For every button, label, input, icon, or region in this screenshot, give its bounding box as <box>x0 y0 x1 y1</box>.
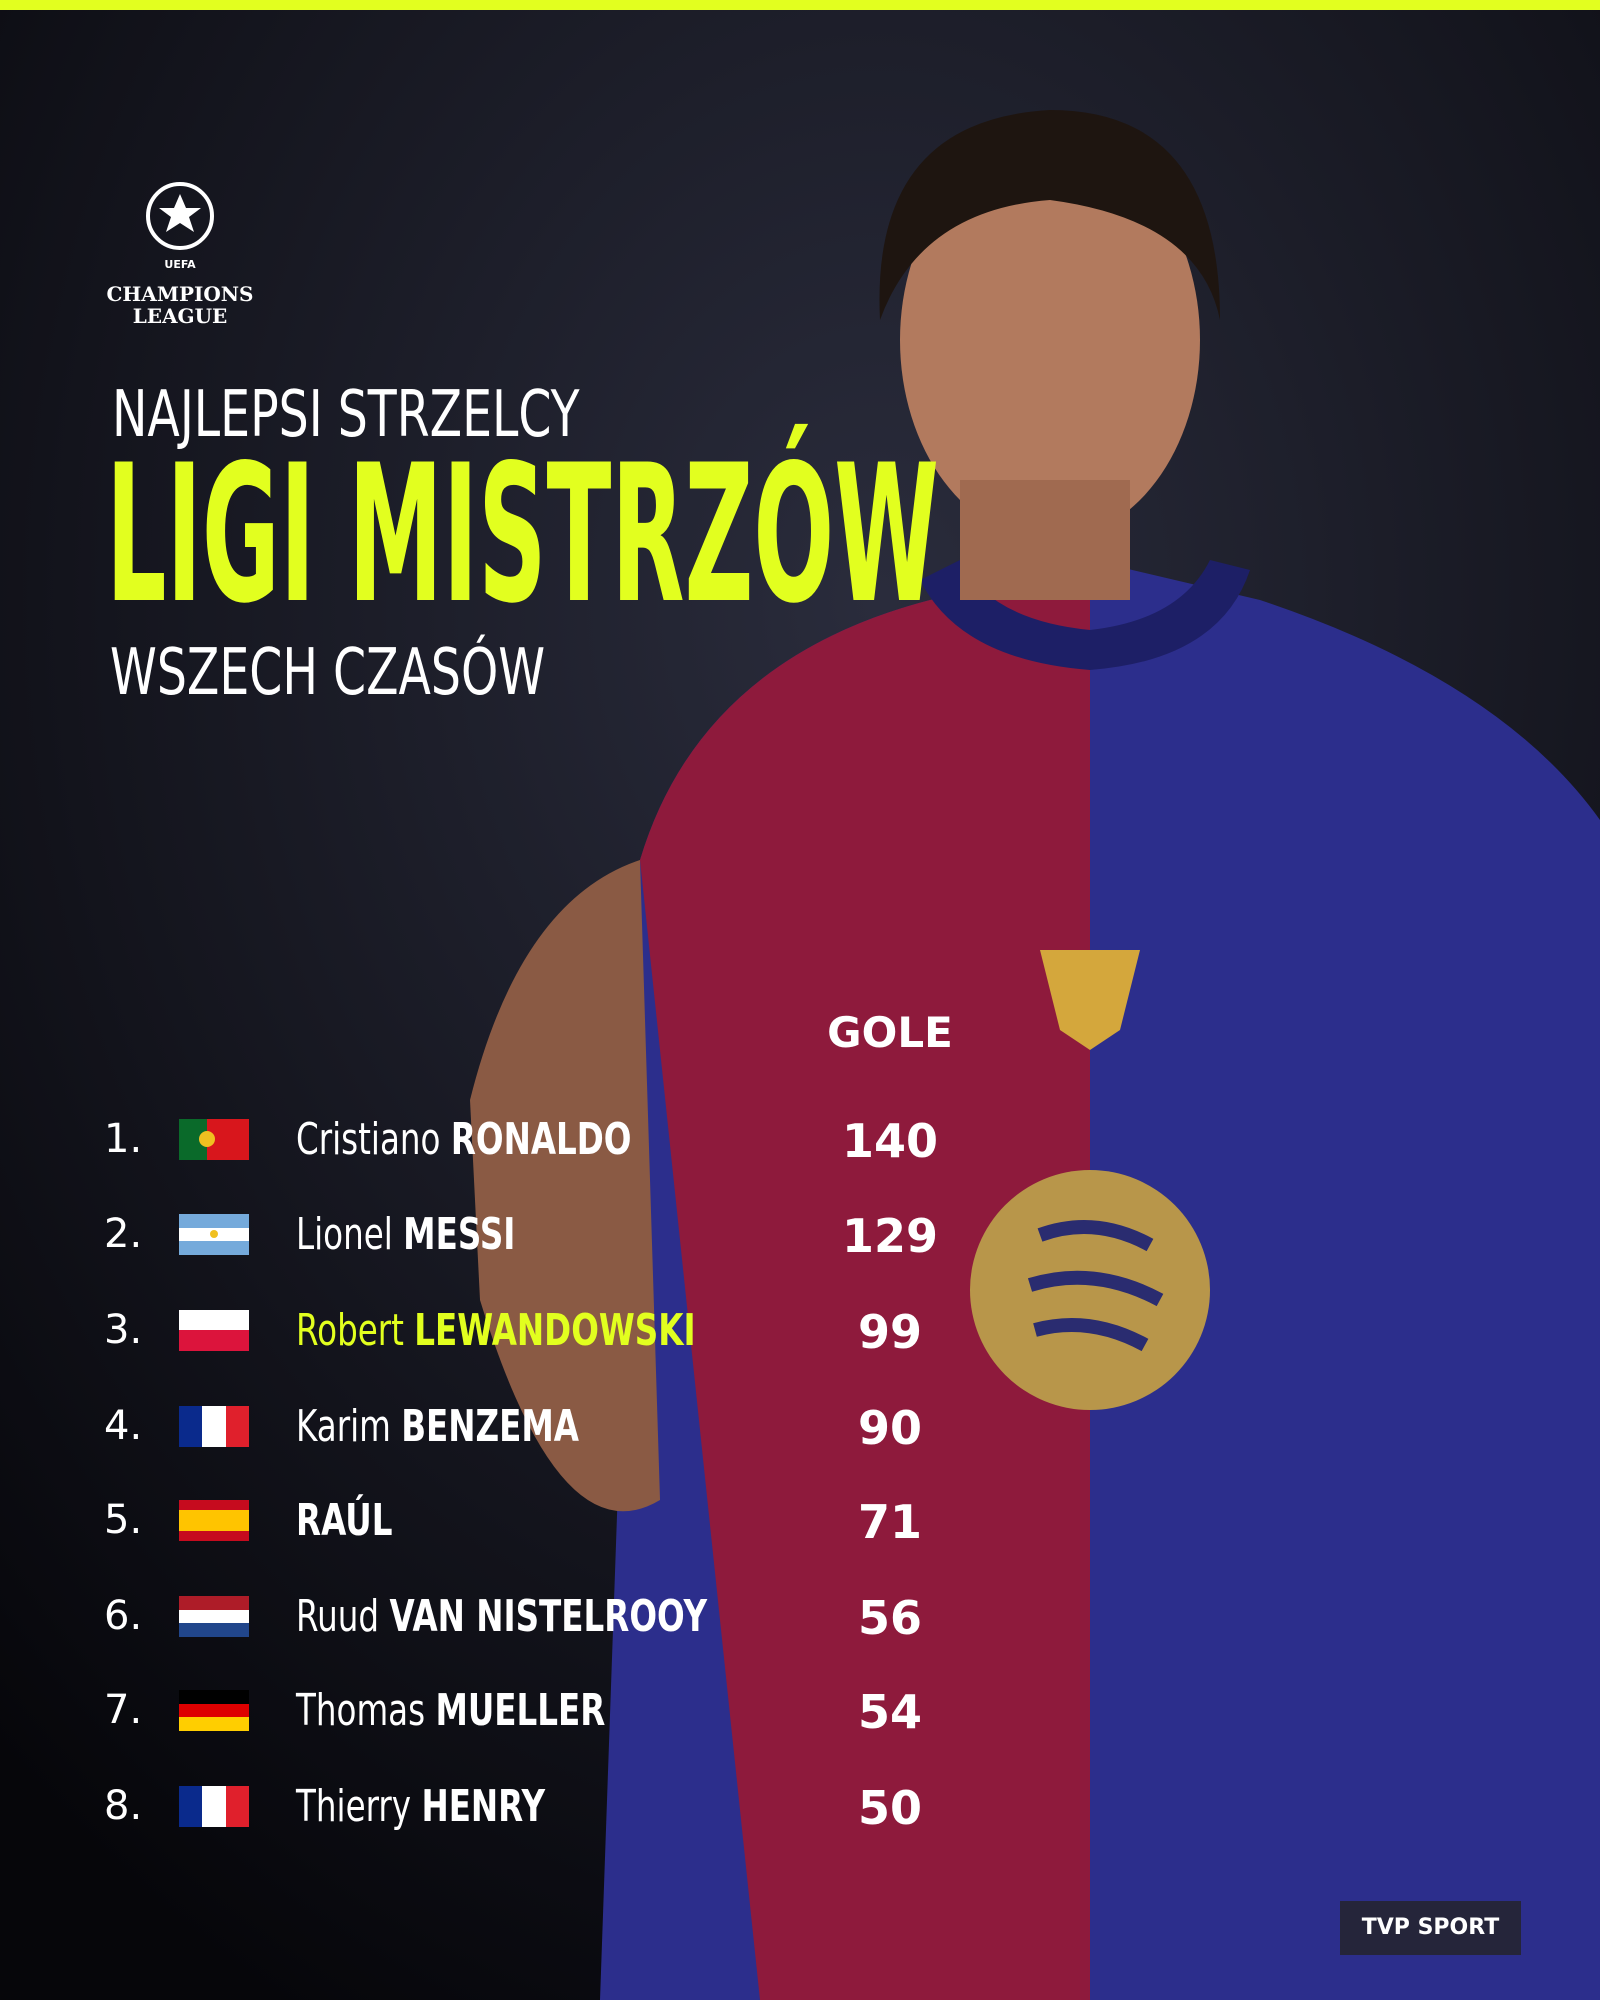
flag <box>179 1406 249 1447</box>
goals: 54 <box>857 1685 922 1739</box>
goals: 90 <box>857 1401 922 1455</box>
subtitle: WSZECH CZASÓW <box>110 636 698 710</box>
row: 8. Thierry HENRY 50 <box>0 1777 1000 1837</box>
player: Robert LEWANDOWSKI <box>296 1305 836 1356</box>
player: Karim BENZEMA <box>296 1401 678 1452</box>
first-name: Lionel <box>296 1209 393 1260</box>
first-name: Thierry <box>296 1781 412 1832</box>
column-header: GOLE <box>827 1008 953 1057</box>
flag <box>179 1119 249 1160</box>
player: Thomas MUELLER <box>296 1685 714 1736</box>
row: 6. Ruud VAN NISTELROOY 56 <box>0 1587 1000 1647</box>
row: 3. Robert LEWANDOWSKI 99 <box>0 1301 1000 1361</box>
goals: 50 <box>857 1781 922 1835</box>
player: Cristiano RONALDO <box>296 1114 749 1165</box>
first-name: Cristiano <box>296 1114 441 1165</box>
rank: 2. <box>104 1211 143 1257</box>
flag <box>179 1690 249 1731</box>
rank: 1. <box>104 1116 143 1162</box>
rank: 6. <box>104 1593 143 1639</box>
flag <box>179 1310 249 1351</box>
row: 4. Karim BENZEMA 90 <box>0 1397 1000 1457</box>
logo-line: LEAGUE <box>132 304 228 328</box>
first-name: Robert <box>296 1305 404 1356</box>
last-name: RAÚL <box>296 1495 393 1546</box>
kicker-text: NAJLEPSI STRZELCY <box>112 378 580 452</box>
rank: 8. <box>104 1783 143 1829</box>
flag <box>179 1786 249 1827</box>
logo-top: UEFA <box>164 258 196 271</box>
last-name: RONALDO <box>450 1114 632 1165</box>
goals: 71 <box>857 1495 922 1549</box>
first-name: Ruud <box>296 1591 380 1642</box>
logo-line: CHAMPIONS <box>106 282 254 306</box>
flag <box>179 1596 249 1637</box>
rank: 3. <box>104 1307 143 1353</box>
rank: 7. <box>104 1687 143 1733</box>
row: 1. Cristiano RONALDO 140 <box>0 1110 1000 1170</box>
player: RAÚL <box>296 1495 426 1546</box>
first-name: Karim <box>296 1401 391 1452</box>
subtitle-text: WSZECH CZASÓW <box>110 636 546 710</box>
row: 2. Lionel MESSI 129 <box>0 1205 1000 1265</box>
goals: 99 <box>857 1305 922 1359</box>
row: 5. RAÚL 71 <box>0 1491 1000 1551</box>
last-name: LEWANDOWSKI <box>414 1305 696 1356</box>
player: Lionel MESSI <box>296 1209 592 1260</box>
rank: 4. <box>104 1403 143 1449</box>
player: Thierry HENRY <box>296 1781 633 1832</box>
last-name: MUELLER <box>435 1685 606 1736</box>
flag <box>179 1500 249 1541</box>
row: 7. Thomas MUELLER 54 <box>0 1681 1000 1741</box>
last-name: VAN NISTELROOY <box>389 1591 708 1642</box>
brand: TVP SPORT <box>1340 1901 1521 1955</box>
last-name: MESSI <box>403 1209 516 1260</box>
first-name: Thomas <box>296 1685 426 1736</box>
goals: 140 <box>841 1114 939 1168</box>
goals: 129 <box>841 1209 939 1263</box>
goals: 56 <box>857 1591 922 1645</box>
player: Ruud VAN NISTELROOY <box>296 1591 852 1642</box>
rank: 5. <box>104 1497 143 1543</box>
flag <box>179 1214 249 1255</box>
title: LIGI MISTRZÓW <box>106 440 1600 630</box>
last-name: BENZEMA <box>401 1401 580 1452</box>
last-name: HENRY <box>421 1781 546 1832</box>
logo-ball <box>146 182 214 250</box>
title-text: LIGI MISTRZÓW <box>106 424 939 645</box>
kicker: NAJLEPSI STRZELCY <box>112 378 744 452</box>
